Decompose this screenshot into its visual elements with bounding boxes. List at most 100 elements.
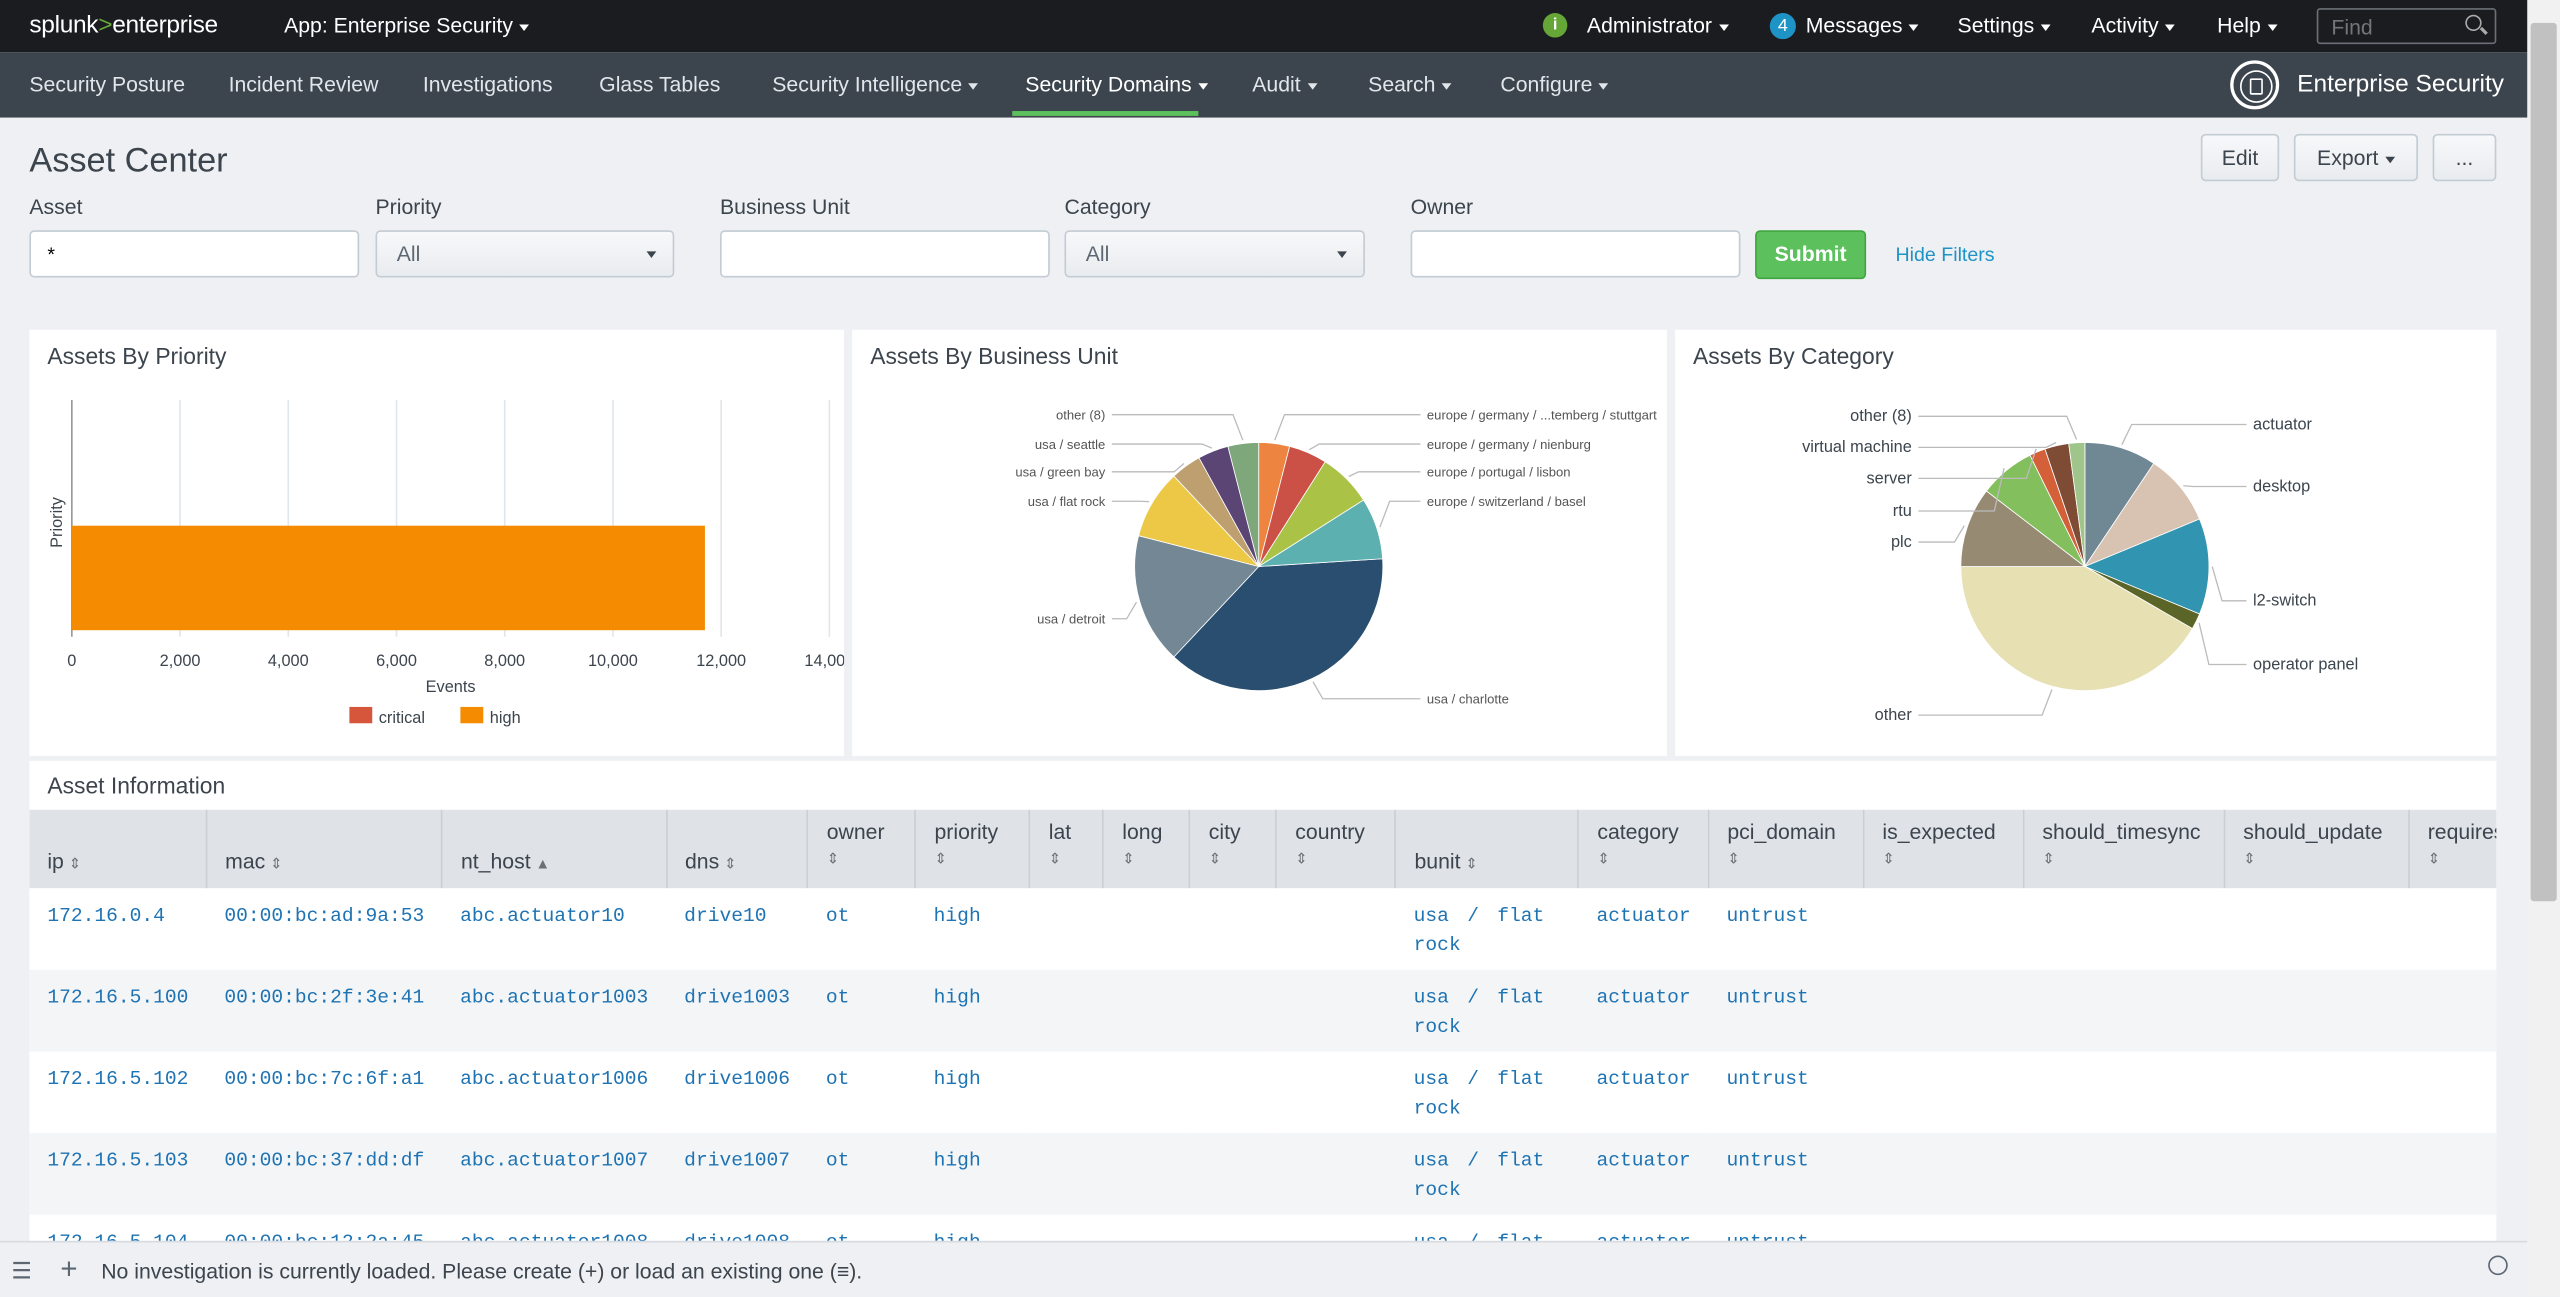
cell-dns[interactable]: drive10 [684, 904, 767, 928]
nav-audit[interactable]: Audit [1252, 72, 1317, 96]
more-actions-button[interactable]: ... [2432, 133, 2497, 182]
column-header-should-update[interactable]: should_update ⇕ [2224, 809, 2410, 889]
table-row[interactable]: 172.16.0.4 00:00:bc:ad:9a:53 abc.actuator1… [29, 888, 2496, 970]
sort-icon[interactable]: ⇕ [724, 855, 737, 872]
messages-count-badge[interactable]: 4 [1769, 13, 1796, 40]
pie-slice-label[interactable]: other (8) [1850, 407, 1912, 425]
legend-label-high[interactable]: high [490, 709, 521, 727]
sort-icon[interactable]: ⇕ [270, 855, 283, 872]
cell-ip[interactable]: 172.16.5.104 [47, 1231, 189, 1245]
cell-priority[interactable]: high [933, 904, 981, 928]
pie-slice[interactable] [1258, 499, 1384, 567]
pie-slice[interactable] [1960, 490, 2087, 567]
cell-mac[interactable]: 00:00:bc:7c:6f:a1 [224, 1067, 425, 1091]
nav-security-intelligence[interactable]: Security Intelligence [772, 72, 979, 96]
sort-icon[interactable]: ⇕ [1295, 850, 1308, 867]
pie-slice-label[interactable]: other (8) [1056, 408, 1105, 423]
pie-slice-label[interactable]: rtu [1893, 502, 1912, 520]
cell-ip[interactable]: 172.16.5.102 [47, 1067, 189, 1091]
cell-mac[interactable]: 00:00:bc:12:2a:45 [224, 1231, 425, 1245]
sort-icon[interactable]: ⇕ [1208, 850, 1222, 867]
edit-button[interactable]: Edit [2200, 133, 2280, 182]
pie-slice-label[interactable]: europe / germany / nienburg [1427, 437, 1591, 452]
nav-glass-tables[interactable]: Glass Tables [599, 71, 721, 97]
nav-investigations[interactable]: Investigations [422, 71, 553, 97]
cell-ip[interactable]: 172.16.5.100 [29, 969, 207, 1052]
column-header-should-timesync[interactable]: should_timesync ⇕ [2023, 809, 2226, 889]
pie-slice-label[interactable]: usa / seattle [1035, 437, 1105, 452]
column-header-priority[interactable]: priority ⇕ [915, 809, 1031, 889]
column-header-requires-av[interactable]: requires_av ⇕ [2408, 809, 2497, 889]
pie-slice[interactable] [2083, 518, 2210, 615]
export-button[interactable]: Export [2293, 133, 2418, 182]
sort-icon[interactable]: ⇕ [826, 850, 840, 867]
legend-label-critical[interactable]: critical [379, 709, 425, 727]
sort-icon[interactable]: ⇕ [2427, 850, 2441, 867]
pie-slice-label[interactable]: usa / flat rock [1028, 494, 1106, 509]
cell-priority[interactable]: high [915, 1133, 1030, 1215]
pie-slice-label[interactable]: desktop [2253, 477, 2310, 495]
splunk-logo[interactable]: splunk>enterprise [29, 11, 218, 40]
sort-icon[interactable]: ⇕ [1122, 850, 1135, 867]
sort-icon[interactable]: ⇕ [68, 855, 82, 872]
cell-pci-domain[interactable]: untrust [1726, 1231, 1809, 1245]
cell-nt-host[interactable]: abc.actuator1006 [460, 1067, 649, 1091]
column-header-category[interactable]: category ⇕ [1578, 809, 1710, 889]
column-header-is-expected[interactable]: is_expected ⇕ [1863, 809, 2025, 889]
nav-security-posture[interactable]: Security Posture [29, 71, 186, 97]
app-menu[interactable]: App: Enterprise Security [284, 13, 530, 38]
help-menu[interactable]: Help [2217, 13, 2278, 38]
cell-owner[interactable]: ot [807, 969, 916, 1052]
cell-bunit[interactable]: usa / flat rock [1413, 904, 1545, 957]
cell-category[interactable]: actuator [1578, 969, 1709, 1052]
column-header-mac[interactable]: mac ⇕ [206, 809, 444, 889]
pie-slice-label[interactable]: usa / green bay [1015, 465, 1105, 480]
pie-slice-label[interactable]: server [1867, 469, 1913, 487]
pie-slice[interactable] [1173, 558, 1384, 692]
sort-icon[interactable]: ⇕ [1048, 850, 1062, 867]
nav-configure[interactable]: Configure [1500, 72, 1609, 96]
cell-bunit[interactable]: usa / flat rock [1395, 1133, 1579, 1215]
pie-slice-label[interactable]: europe / switzerland / basel [1427, 494, 1586, 509]
cell-pci-domain[interactable]: untrust [1726, 1067, 1809, 1091]
cell-category[interactable]: actuator [1596, 1231, 1691, 1245]
pie-slice-label[interactable]: other [1875, 706, 1913, 724]
column-header-nt-host[interactable]: nt_host ▲ [442, 809, 668, 889]
table-row[interactable]: 172.16.5.100 00:00:bc:2f:3e:41 abc.actuato… [29, 969, 2497, 1052]
pie-slice-label[interactable]: europe / portugal / lisbon [1427, 465, 1571, 480]
sort-icon[interactable]: ⇕ [934, 850, 947, 867]
pie-slice[interactable] [1960, 566, 2193, 692]
cell-priority[interactable]: high [915, 969, 1030, 1052]
user-menu[interactable]: Administrator [1587, 13, 1729, 38]
pie-slice-label[interactable]: plc [1891, 533, 1912, 551]
list-icon[interactable]: ☰ [11, 1257, 32, 1284]
cell-nt-host[interactable]: abc.actuator1008 [460, 1231, 649, 1245]
cell-ip[interactable]: 172.16.0.4 [47, 904, 165, 928]
cell-mac[interactable]: 00:00:bc:2f:3e:41 [206, 969, 443, 1052]
pie-slice[interactable] [2068, 442, 2086, 567]
pie-slice[interactable] [1134, 535, 1260, 658]
pie-slice-label[interactable]: europe / germany / ...temberg / stuttgar… [1427, 408, 1657, 423]
cell-pci-domain[interactable]: untrust [1708, 969, 1864, 1052]
cell-dns[interactable]: drive1006 [684, 1067, 790, 1091]
activity-menu[interactable]: Activity [2091, 13, 2175, 38]
nav-search[interactable]: Search [1368, 72, 1452, 96]
cell-owner[interactable]: ot [825, 1067, 850, 1091]
cell-nt-host[interactable]: abc.actuator1007 [442, 1133, 667, 1215]
info-icon[interactable]: i [1542, 13, 1568, 38]
cell-owner[interactable]: ot [825, 904, 850, 928]
cell-dns[interactable]: drive1003 [666, 969, 808, 1052]
pie-slice-label[interactable]: l2-switch [2253, 592, 2316, 610]
column-header-pci-domain[interactable]: pci_domain ⇕ [1708, 809, 1865, 889]
table-row[interactable]: 172.16.5.103 00:00:bc:37:dd:df abc.actuato… [29, 1133, 2497, 1215]
messages-menu[interactable]: Messages [1806, 13, 1919, 38]
priority-filter-select[interactable]: All [375, 230, 675, 278]
cell-category[interactable]: actuator [1596, 1067, 1691, 1091]
table-row[interactable]: 172.16.5.104 00:00:bc:12:2a:45 abc.actuato… [29, 1215, 2496, 1244]
cell-bunit[interactable]: usa / flat rock [1395, 969, 1579, 1052]
pie-slice-label[interactable]: usa / detroit [1037, 612, 1106, 627]
bar-high[interactable] [71, 525, 705, 631]
cell-nt-host[interactable]: abc.actuator10 [460, 904, 625, 928]
cell-mac[interactable]: 00:00:bc:ad:9a:53 [224, 904, 425, 928]
sort-icon[interactable]: ⇕ [2243, 850, 2256, 867]
